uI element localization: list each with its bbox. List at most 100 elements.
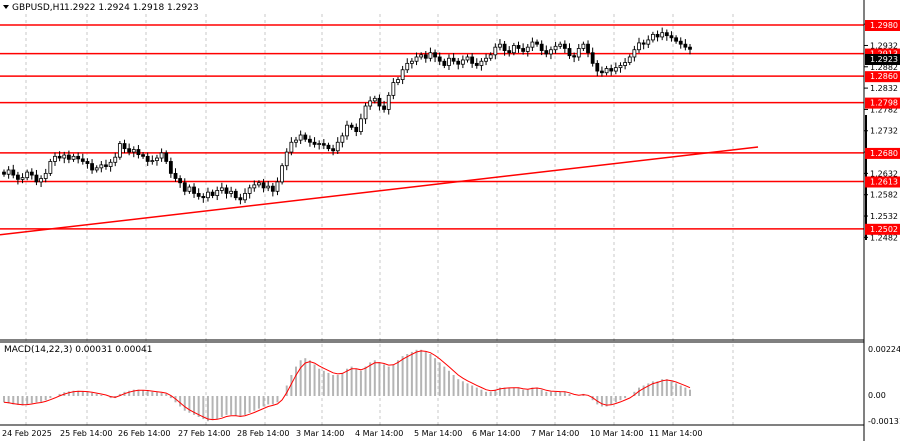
candle-body	[405, 62, 410, 71]
candle-body	[368, 100, 373, 107]
candle-body	[270, 185, 275, 192]
candle-body	[562, 43, 567, 49]
candle-body	[539, 43, 544, 51]
time-tick-label: 11 Mar 14:00	[649, 429, 702, 438]
current-price-label: 1.2923	[870, 55, 898, 64]
time-axis[interactable]: 24 Feb 2025 25 Feb 14:00 26 Feb 14:00 27 Fe…	[2, 429, 702, 438]
candle-body	[498, 43, 502, 48]
candle-body	[484, 57, 488, 62]
candle-body	[280, 165, 285, 183]
candle-body	[479, 60, 484, 66]
candle-body	[196, 193, 201, 197]
candle-body	[604, 68, 609, 74]
candle-body	[632, 49, 637, 58]
time-tick-label: 10 Mar 14:00	[590, 429, 643, 438]
macd-signal-line	[3, 350, 691, 421]
horizontal-levels[interactable]	[0, 24, 864, 230]
candle-body	[326, 144, 331, 150]
candle-body	[317, 143, 322, 145]
candle-body	[159, 152, 164, 159]
candle-body	[618, 65, 623, 69]
candle-body	[651, 33, 655, 41]
level-label-box	[865, 71, 900, 83]
candle-body	[377, 97, 382, 107]
candle-body	[289, 141, 294, 153]
candle-body	[641, 42, 646, 45]
candle-body	[284, 151, 289, 167]
time-tick-label: 6 Mar 14:00	[472, 429, 520, 438]
level-label: 1.2613	[870, 177, 898, 186]
candle-body	[460, 59, 465, 65]
candle-body	[674, 37, 678, 42]
candle-body	[349, 124, 354, 128]
candle-body	[76, 155, 81, 160]
candle-body	[391, 82, 396, 96]
candle-body	[94, 167, 99, 171]
candles	[2, 27, 692, 205]
candle-body	[48, 161, 53, 174]
candle-body	[465, 56, 470, 61]
candle-body	[192, 186, 196, 194]
candle-body	[530, 41, 535, 48]
candle-body	[354, 126, 359, 132]
current-price-marker: 1.2923	[865, 54, 900, 65]
candle-body	[553, 45, 558, 51]
candle-body	[85, 161, 90, 164]
candle-body	[303, 134, 308, 140]
macd-histogram	[3, 349, 691, 422]
time-tick-label: 3 Mar 14:00	[296, 429, 344, 438]
candle-body	[544, 50, 549, 55]
candle-body	[437, 56, 442, 62]
time-tick-label: 24 Feb 2025	[2, 429, 52, 438]
candle-body	[678, 40, 683, 45]
candle-body	[442, 60, 447, 66]
candle-body	[150, 160, 155, 162]
candle-body	[400, 69, 405, 80]
candle-body	[627, 56, 632, 63]
price-tick-label: 1.2882	[870, 63, 898, 72]
candle-body	[586, 43, 590, 54]
candle-body	[525, 46, 530, 52]
candle-body	[359, 118, 363, 132]
time-tick-label: 27 Feb 14:00	[178, 429, 230, 438]
trend-line[interactable]	[0, 146, 759, 236]
candle-body	[549, 49, 553, 55]
candle-body	[386, 94, 391, 110]
candle-body	[308, 138, 312, 143]
candle-body	[312, 141, 317, 145]
candle-body	[66, 154, 71, 160]
candle-body	[637, 42, 641, 51]
candle-body	[145, 155, 150, 162]
candle-body	[141, 154, 145, 157]
time-tick-label: 25 Feb 14:00	[60, 429, 112, 438]
candle-body	[372, 97, 377, 102]
candle-body	[683, 43, 688, 48]
candle-body	[576, 48, 581, 58]
chart-gridlines	[25, 14, 734, 425]
time-tick-label: 7 Mar 14:00	[531, 429, 579, 438]
candle-body	[99, 164, 104, 169]
time-tick-label: 26 Feb 14:00	[118, 429, 170, 438]
candle-body	[340, 135, 345, 143]
candle-body	[6, 169, 11, 175]
candle-body	[590, 52, 595, 64]
level-label-box	[865, 20, 900, 31]
candle-body	[173, 172, 178, 179]
level-label: 1.2680	[870, 149, 898, 158]
candle-body	[669, 35, 674, 39]
dropdown-arrow-icon[interactable]	[3, 5, 9, 9]
candle-body	[623, 62, 628, 66]
level-label-box	[865, 97, 900, 109]
symbol-header: GBPUSD,H1 1.2922 1.2924 1.2918 1.2923	[3, 3, 199, 13]
price-tick-label: 1.2632	[870, 169, 898, 178]
candle-body	[39, 178, 43, 183]
candle-body	[507, 50, 512, 54]
candle-body	[224, 187, 229, 194]
time-tick-label: 4 Mar 14:00	[355, 429, 403, 438]
candle-body	[511, 45, 516, 54]
price-tick-label: 1.2532	[870, 212, 898, 221]
candle-body	[29, 171, 34, 176]
candle-body	[136, 149, 141, 156]
candle-body	[535, 41, 539, 45]
